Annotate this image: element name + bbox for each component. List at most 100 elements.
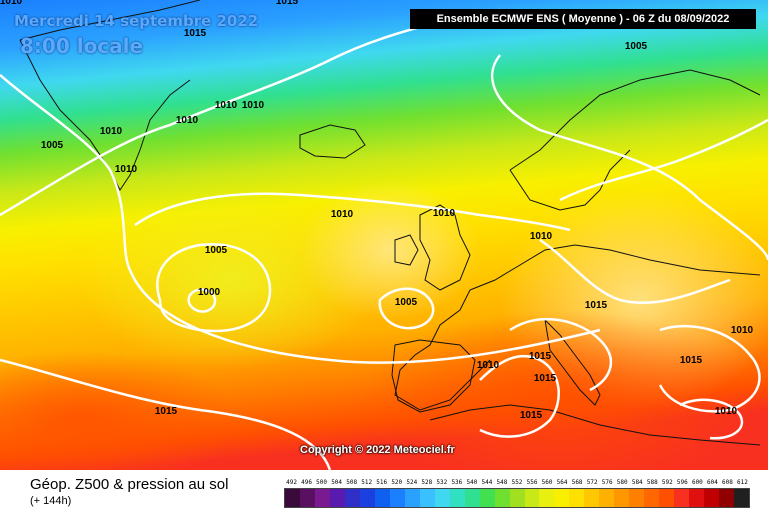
isobar-line xyxy=(0,8,501,217)
pressure-label: 1010 xyxy=(331,209,354,220)
pressure-label: 1010 xyxy=(433,208,456,219)
field-blob xyxy=(360,310,760,470)
scale-label: 516 xyxy=(376,479,388,486)
coastlines xyxy=(19,0,761,446)
pressure-label: 1010 xyxy=(715,406,738,417)
scale-label: 576 xyxy=(601,479,613,486)
iberia-coast xyxy=(391,339,476,413)
pressure-label: 1005 xyxy=(205,245,228,256)
scale-label: 584 xyxy=(631,479,643,486)
pressure-label: 1010 xyxy=(215,100,238,111)
scale-swatch xyxy=(599,489,615,507)
pressure-label: 1005 xyxy=(395,297,418,308)
scale-swatch xyxy=(329,489,345,507)
pressure-label: 1015 xyxy=(520,410,543,421)
scale-swatch xyxy=(299,489,315,507)
color-scale-bar xyxy=(284,488,750,508)
scale-label: 532 xyxy=(436,479,448,486)
scale-swatch xyxy=(389,489,405,507)
isobar-line xyxy=(658,324,761,413)
model-banner: Ensemble ECMWF ENS ( Moyenne ) - 06 Z du… xyxy=(410,9,756,29)
scale-swatch xyxy=(584,489,600,507)
pressure-label: 1005 xyxy=(625,41,648,52)
scale-swatch xyxy=(629,489,645,507)
copyright-notice: Copyright © 2022 Meteociel.fr xyxy=(300,444,455,456)
scale-label: 548 xyxy=(496,479,508,486)
pressure-label: 1015 xyxy=(585,300,608,311)
scale-swatch xyxy=(359,489,375,507)
scale-swatch xyxy=(509,489,525,507)
scale-swatch xyxy=(374,489,390,507)
scale-label: 504 xyxy=(331,479,343,486)
legend-subtitle: (+ 144h) xyxy=(30,495,72,507)
scale-label: 600 xyxy=(691,479,703,486)
africa-coast xyxy=(429,404,761,446)
scale-swatch xyxy=(614,489,630,507)
scale-swatch xyxy=(419,489,435,507)
scale-swatch xyxy=(464,489,480,507)
scale-label: 524 xyxy=(406,479,418,486)
weather-map: 1010 1015 1015 1005 1010 1010 1010 1010 … xyxy=(0,0,768,470)
isobar-line xyxy=(156,242,272,333)
scale-label: 560 xyxy=(541,479,553,486)
scale-swatch xyxy=(344,489,360,507)
scale-swatch xyxy=(554,489,570,507)
isobar-line xyxy=(679,398,744,440)
forecast-time: 8:00 locale xyxy=(20,34,144,58)
scale-swatch xyxy=(704,489,720,507)
pressure-label: 1010 xyxy=(530,231,553,242)
scale-swatch xyxy=(434,489,450,507)
scale-label: 592 xyxy=(661,479,673,486)
scale-label: 540 xyxy=(466,479,478,486)
pressure-label: 1010 xyxy=(115,164,138,175)
scale-swatch xyxy=(524,489,540,507)
scale-label: 552 xyxy=(511,479,523,486)
pressure-label: 1015 xyxy=(680,355,703,366)
scale-label: 572 xyxy=(586,479,598,486)
scale-label: 568 xyxy=(571,479,583,486)
color-scale-labels: 492 496 500 504 508 512 516 520 524 528 532 536 540 5… xyxy=(284,479,750,487)
scale-swatch xyxy=(449,489,465,507)
forecast-date: Mercredi 14 septembre 2022 xyxy=(14,12,259,30)
scale-label: 556 xyxy=(526,479,538,486)
pressure-label: 1005 xyxy=(41,140,64,151)
scale-swatch xyxy=(569,489,585,507)
scale-swatch xyxy=(404,489,420,507)
scale-swatch xyxy=(689,489,705,507)
scale-swatch xyxy=(674,489,690,507)
scale-label: 596 xyxy=(676,479,688,486)
pressure-label: 1000 xyxy=(198,287,221,298)
isobar-line xyxy=(0,358,332,470)
isobar-line xyxy=(479,354,560,438)
pressure-label: 1015 xyxy=(534,373,557,384)
pressure-label: 1010 xyxy=(242,100,265,111)
pressure-labels: 1010 1015 1015 1005 1010 1010 1010 1010 … xyxy=(0,0,754,421)
scale-swatch xyxy=(644,489,660,507)
scale-swatch xyxy=(285,489,300,507)
scandinavia-coast xyxy=(509,69,761,211)
scale-swatch xyxy=(659,489,675,507)
scale-label: 608 xyxy=(722,479,733,486)
scale-label: 492 xyxy=(286,479,297,486)
isobar-line xyxy=(187,288,217,313)
isobar-line xyxy=(539,238,731,304)
pressure-label: 1010 xyxy=(176,115,199,126)
scale-swatch xyxy=(494,489,510,507)
pressure-label: 1010 xyxy=(100,126,123,137)
isobar-line xyxy=(0,74,601,364)
scale-swatch xyxy=(479,489,495,507)
europe-coast xyxy=(394,244,761,411)
scale-label: 588 xyxy=(646,479,658,486)
field-blob xyxy=(0,350,240,470)
legend-title: Géop. Z500 & pression au sol xyxy=(30,476,229,493)
scale-label: 612 xyxy=(737,479,748,486)
scale-label: 580 xyxy=(616,479,628,486)
scale-label: 500 xyxy=(316,479,327,486)
isobar-line xyxy=(378,287,435,330)
iceland-coast xyxy=(299,124,366,159)
field-blob xyxy=(300,180,480,320)
isobar-line xyxy=(490,54,768,261)
isobar-line xyxy=(134,192,571,232)
pressure-label: 1015 xyxy=(529,351,552,362)
british-isles-coast xyxy=(394,204,471,291)
